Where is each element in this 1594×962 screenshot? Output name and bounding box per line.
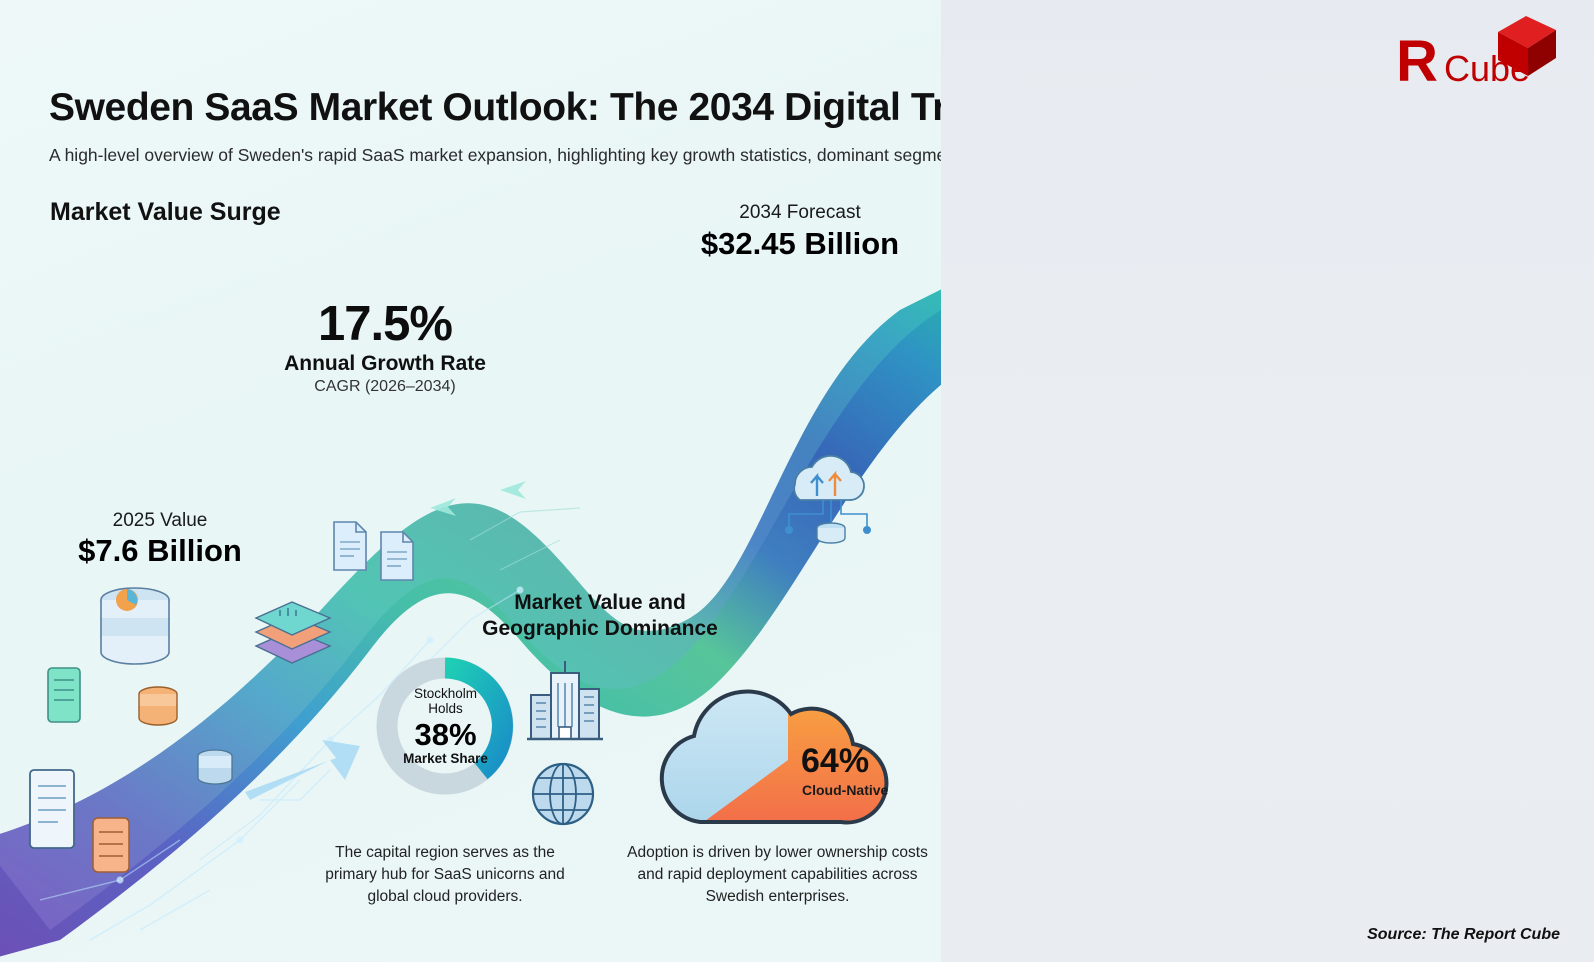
donut-line2: Holds [428,701,463,717]
cloud-native-caption: Adoption is driven by lower ownership co… [627,844,928,905]
cloud-network-icon [785,454,871,544]
donut-line3: Market Share [403,750,488,766]
page-title: Sweden SaaS Market Outlook: The 2034 Dig… [49,86,941,129]
page-subtitle: A high-level overview of Sweden's rapid … [49,145,941,165]
geo-title-line2: Geographic Dominance [482,617,718,640]
forecast-label: 2034 Forecast [739,202,861,223]
donut-value: 38% [414,716,477,752]
cloud-native-label: Cloud-Native [802,782,889,798]
storage-icon [92,817,130,873]
cloud-native-value: 64% [801,742,870,780]
document-icon [380,531,414,581]
section-title-geographic-dominance: Market Value and Geographic Dominance [440,590,760,642]
server-rack-icon [47,667,81,723]
geo-title-line1: Market Value and [514,591,686,614]
cagr-value: 17.5% [318,297,453,351]
server-tower-icon [29,769,75,849]
stockholm-caption: The capital region serves as the primary… [325,844,565,905]
logo-wordmark: Cube [1444,48,1531,89]
globe-icon [531,762,595,826]
cube-logo-icon [1498,16,1556,76]
cagr-sublabel: CAGR (2026–2034) [314,378,456,395]
document-icon [333,521,367,571]
database-small-icon [197,749,233,785]
left-panel: Sweden SaaS Market Outlook: The 2034 Dig… [0,0,941,962]
growth-ribbon-chart [0,289,941,957]
source-attribution: Source: The Report Cube [1367,926,1560,943]
database-icon [138,686,178,726]
brand-logo: Я Cube [1384,10,1574,94]
forecast-value: $32.45 Billion [700,226,900,261]
stockholm-donut-chart: Stockholm Holds 38% Market Share [373,646,518,806]
logo-mark-letter: Я [1396,29,1438,94]
cagr-label: Annual Growth Rate [284,352,486,375]
baseline-label: 2025 Value [112,510,208,531]
section-title-market-value-surge: Market Value Surge [50,198,281,226]
stacked-layers-icon [254,601,332,664]
donut-line1: Stockholm [413,685,478,701]
database-icon [100,587,170,665]
right-panel: Я Cube Market Dynamics and Opportunities… [941,0,1594,962]
baseline-value: $7.6 Billion [78,533,242,568]
office-building-icon [527,661,603,741]
cloud-native-chart: 64% Cloud-Native [638,682,918,837]
